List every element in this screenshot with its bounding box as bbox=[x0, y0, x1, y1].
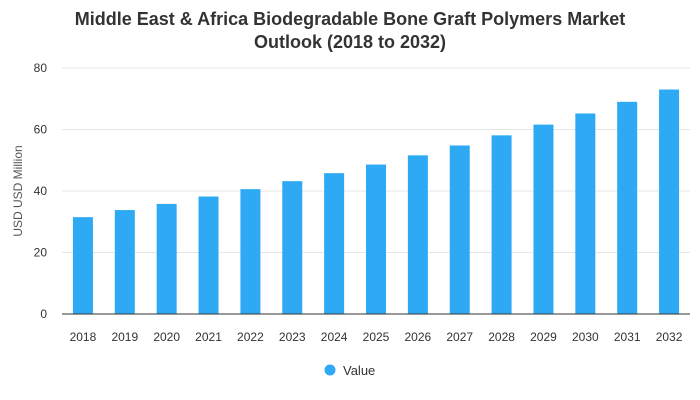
legend[interactable]: Value bbox=[324, 363, 376, 378]
y-axis-ticks: 0 20 40 60 80 bbox=[34, 61, 48, 321]
x-tick-label: 2031 bbox=[614, 330, 641, 344]
bar-2023[interactable] bbox=[282, 181, 303, 314]
y-axis-title: USD USD Million bbox=[11, 145, 25, 236]
x-tick-label: 2030 bbox=[572, 330, 599, 344]
y-tick-label: 20 bbox=[34, 246, 48, 260]
bar-2024[interactable] bbox=[324, 173, 345, 314]
y-tick-label: 0 bbox=[40, 307, 47, 321]
x-tick-label: 2024 bbox=[321, 330, 348, 344]
bar-2029[interactable] bbox=[533, 124, 554, 314]
bar-2020[interactable] bbox=[156, 203, 177, 314]
x-tick-label: 2018 bbox=[70, 330, 97, 344]
y-tick-label: 80 bbox=[34, 61, 48, 75]
chart-title: Middle East & Africa Biodegradable Bone … bbox=[0, 8, 700, 54]
x-tick-label: 2026 bbox=[405, 330, 432, 344]
x-tick-label: 2023 bbox=[279, 330, 306, 344]
x-tick-label: 2028 bbox=[488, 330, 515, 344]
x-tick-label: 2025 bbox=[363, 330, 390, 344]
chart-title-line-1: Middle East & Africa Biodegradable Bone … bbox=[74, 9, 626, 29]
bar-2019[interactable] bbox=[114, 210, 135, 314]
bar-2021[interactable] bbox=[198, 196, 219, 314]
x-tick-label: 2029 bbox=[530, 330, 557, 344]
x-tick-label: 2019 bbox=[111, 330, 138, 344]
x-tick-label: 2021 bbox=[195, 330, 222, 344]
x-axis-ticks: 2018 2019 2020 2021 2022 2023 2024 2025 2026 2027… bbox=[70, 330, 683, 344]
x-tick-label: 2020 bbox=[153, 330, 180, 344]
legend-marker-value bbox=[324, 364, 336, 376]
bar-2028[interactable] bbox=[491, 135, 512, 314]
bar-2032[interactable] bbox=[659, 89, 680, 315]
x-tick-label: 2032 bbox=[656, 330, 683, 344]
bar-2027[interactable] bbox=[449, 145, 470, 314]
x-tick-label: 2027 bbox=[446, 330, 473, 344]
y-tick-label: 40 bbox=[34, 184, 48, 198]
bar-2030[interactable] bbox=[575, 113, 596, 314]
bar-2026[interactable] bbox=[407, 155, 428, 314]
bar-2031[interactable] bbox=[617, 101, 638, 314]
bar-2018[interactable] bbox=[72, 217, 93, 314]
chart-title-line-2: Outlook (2018 to 2032) bbox=[253, 32, 447, 52]
bars bbox=[72, 89, 680, 315]
bar-2025[interactable] bbox=[366, 164, 386, 314]
x-tick-label: 2022 bbox=[237, 330, 264, 344]
bar-2022[interactable] bbox=[240, 189, 261, 314]
legend-label-value: Value bbox=[343, 363, 375, 378]
y-tick-label: 60 bbox=[34, 123, 48, 137]
